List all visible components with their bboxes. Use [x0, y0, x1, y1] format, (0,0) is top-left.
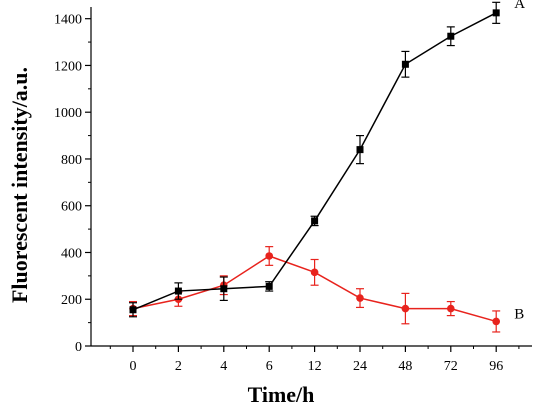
- data-point: [356, 294, 364, 302]
- data-point: [492, 9, 500, 17]
- y-tick-label: 1400: [54, 13, 82, 28]
- x-tick-label: 12: [308, 359, 322, 374]
- series-label-B: B: [514, 306, 524, 322]
- series-layer: AB: [129, 0, 525, 333]
- x-axis-title: Time/h: [248, 382, 315, 407]
- y-tick-label: 1000: [54, 106, 82, 121]
- x-tick-label: 48: [398, 359, 412, 374]
- data-point: [265, 282, 273, 290]
- data-point: [310, 268, 319, 277]
- data-point: [129, 306, 137, 314]
- data-point: [174, 287, 182, 295]
- y-tick-label: 200: [61, 293, 82, 308]
- x-tick-label: 72: [444, 359, 458, 374]
- data-point: [447, 32, 455, 40]
- x-tick-label: 0: [130, 359, 137, 374]
- data-point: [401, 60, 409, 68]
- y-tick-label: 1200: [54, 59, 82, 74]
- data-point: [265, 252, 274, 260]
- x-axis-ticks: 0 2 4 6 12 24 48 72 96: [109, 346, 520, 374]
- x-tick-label: 24: [353, 359, 367, 374]
- y-axis-title: Fluorescent intensity/a.u.: [7, 67, 32, 303]
- data-point: [356, 146, 364, 154]
- series-label-A: A: [514, 0, 525, 12]
- data-point: [401, 304, 410, 313]
- y-axis-ticks: 0 200 400 600 800 1000 1200 1400: [54, 13, 91, 355]
- y-tick-label: 400: [61, 246, 82, 261]
- data-point: [447, 304, 455, 313]
- data-point: [220, 285, 228, 293]
- y-tick-label: 800: [61, 153, 82, 168]
- x-tick-label: 6: [266, 359, 273, 374]
- data-point: [492, 317, 501, 326]
- series-B: [129, 246, 501, 333]
- x-tick-label: 4: [220, 359, 227, 374]
- x-tick-label: 96: [489, 359, 503, 374]
- y-tick-label: 0: [75, 340, 82, 355]
- data-point: [311, 217, 319, 225]
- y-tick-label: 600: [61, 200, 82, 215]
- series-A: [129, 1, 501, 318]
- x-tick-label: 2: [175, 359, 182, 374]
